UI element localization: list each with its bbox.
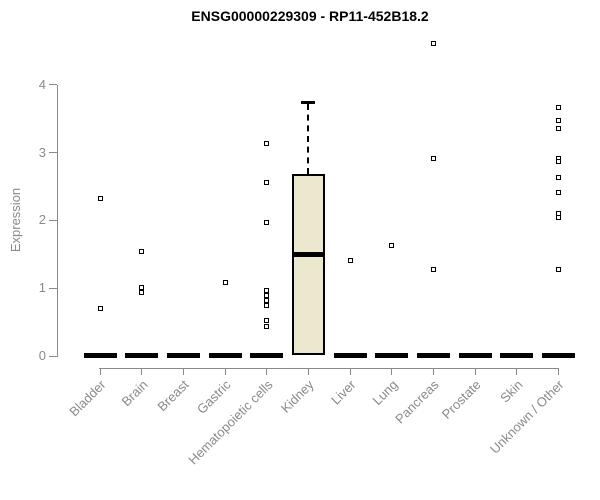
outlier-point <box>97 196 103 202</box>
outlier-point <box>555 104 561 110</box>
outlier-point <box>347 257 353 263</box>
boxplot-flat-bar <box>166 353 200 358</box>
outlier-point <box>430 156 436 162</box>
y-tick-label: 2 <box>38 212 46 228</box>
y-tick-label: 4 <box>38 76 46 92</box>
outlier-point <box>555 174 561 180</box>
chart-title: ENSG00000229309 - RP11-452B18.2 <box>191 8 429 24</box>
outlier-point <box>264 324 270 330</box>
outlier-point <box>264 297 270 303</box>
outlier-point <box>139 289 145 295</box>
x-axis-line <box>99 368 560 369</box>
outlier-point <box>555 190 561 196</box>
outlier-point <box>264 179 270 185</box>
y-tick-label: 1 <box>38 280 46 296</box>
boxplot-flat-bar <box>250 353 284 358</box>
outlier-point <box>264 288 270 294</box>
y-tick-label: 0 <box>38 348 46 363</box>
outlier-point <box>555 118 561 124</box>
y-tick <box>49 84 57 86</box>
boxplot-flat-bar <box>500 353 534 358</box>
outlier-point <box>389 242 395 248</box>
x-tick <box>516 368 518 375</box>
outlier-point <box>555 125 561 131</box>
x-tick <box>307 368 309 375</box>
boxplot-whisker <box>307 104 310 175</box>
y-axis-line <box>57 84 58 357</box>
boxplot-flat-bar <box>83 353 117 358</box>
boxplot-flat-bar <box>333 353 367 358</box>
outlier-point <box>264 302 270 308</box>
outlier-point <box>555 214 561 220</box>
boxplot-flat-bar <box>208 353 242 358</box>
boxplot-flat-bar <box>416 353 450 358</box>
outlier-point <box>139 285 145 291</box>
boxplot-whisker-cap <box>301 101 316 105</box>
outlier-point <box>430 40 436 46</box>
x-tick <box>474 368 476 375</box>
outlier-point <box>264 318 270 324</box>
boxplot-flat-bar <box>458 353 492 358</box>
outlier-point <box>222 279 228 285</box>
boxplot-median <box>291 251 325 257</box>
outlier-point <box>430 267 436 273</box>
outlier-point <box>555 158 561 164</box>
x-tick <box>99 368 101 375</box>
x-tick <box>141 368 143 375</box>
outlier-point <box>139 249 145 255</box>
boxplot-box <box>291 174 325 355</box>
boxplot-flat-bar <box>541 353 575 358</box>
y-tick <box>49 152 57 154</box>
outlier-point <box>264 293 270 299</box>
y-tick <box>49 219 57 221</box>
x-tick <box>557 368 559 375</box>
outlier-point <box>97 306 103 312</box>
outlier-point <box>264 140 270 146</box>
x-tick <box>224 368 226 375</box>
outlier-point <box>264 219 270 225</box>
x-tick <box>182 368 184 375</box>
y-tick-label: 3 <box>38 144 46 160</box>
x-tick <box>349 368 351 375</box>
boxplot-flat-bar <box>375 353 409 358</box>
x-tick <box>432 368 434 375</box>
boxplot-flat-bar <box>125 353 159 358</box>
outlier-point <box>555 267 561 273</box>
y-tick <box>49 287 57 289</box>
x-tick <box>391 368 393 375</box>
x-tick <box>266 368 268 375</box>
y-tick <box>49 355 57 357</box>
